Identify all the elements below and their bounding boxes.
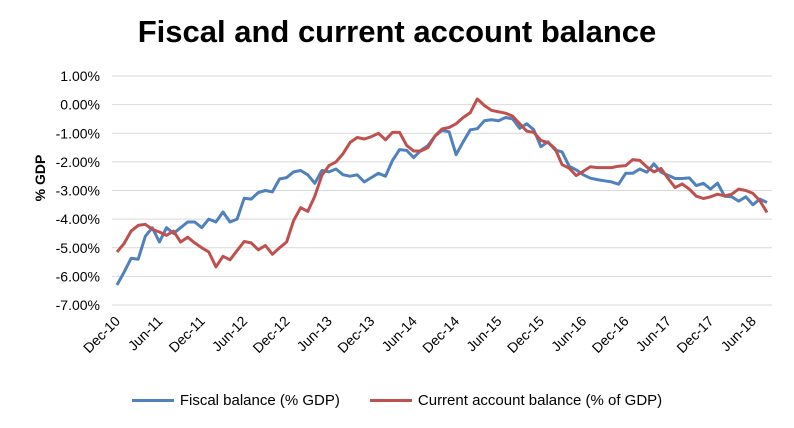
x-tick-label: Jun-18 — [717, 313, 759, 355]
chart-title: Fiscal and current account balance — [137, 14, 657, 49]
y-tick-label: -4.00% — [56, 211, 100, 227]
x-tick-label: Jun-14 — [378, 313, 420, 355]
y-tick-label: -2.00% — [56, 154, 100, 170]
y-tick-label: 0.00% — [60, 97, 100, 113]
y-tick-label: -1.00% — [56, 125, 100, 141]
x-tick-label: Dec-15 — [504, 313, 547, 356]
x-tick-label: Dec-14 — [419, 313, 462, 356]
y-tick-label: -6.00% — [56, 268, 100, 284]
legend-item-fiscal: Fiscal balance (% GDP) — [131, 392, 340, 409]
legend-item-current-account: Current account balance (% of GDP) — [369, 392, 663, 409]
x-tick-label: Jun-17 — [633, 313, 675, 355]
x-tick-label: Jun-15 — [463, 313, 505, 355]
x-tick-label: Jun-11 — [125, 313, 166, 354]
legend-label-current-account: Current account balance (% of GDP) — [417, 392, 663, 409]
y-tick-label: -7.00% — [56, 297, 100, 313]
legend-swatch-current-account — [369, 399, 412, 402]
x-tick-label: Dec-10 — [80, 313, 123, 356]
x-tick-label: Dec-16 — [589, 313, 632, 356]
series-line-fiscal — [115, 116, 768, 286]
legend: Fiscal balance (% GDP) Current account b… — [0, 392, 794, 409]
legend-swatch-fiscal — [131, 399, 174, 402]
x-tick-label: Dec-13 — [334, 313, 377, 356]
y-tick-label: -3.00% — [56, 183, 100, 199]
x-tick-label: Jun-16 — [548, 313, 590, 355]
x-tick-label: Jun-13 — [293, 313, 335, 355]
series-line-current-account — [115, 97, 769, 269]
x-tick-label: Dec-12 — [249, 313, 292, 356]
x-tick-label: Dec-11 — [165, 313, 208, 356]
x-tick-label: Jun-12 — [209, 313, 251, 355]
y-tick-label: -5.00% — [56, 240, 100, 256]
x-tick-label: Dec-17 — [673, 313, 716, 356]
legend-label-fiscal: Fiscal balance (% GDP) — [179, 392, 340, 409]
y-tick-label: 1.00% — [60, 68, 100, 84]
